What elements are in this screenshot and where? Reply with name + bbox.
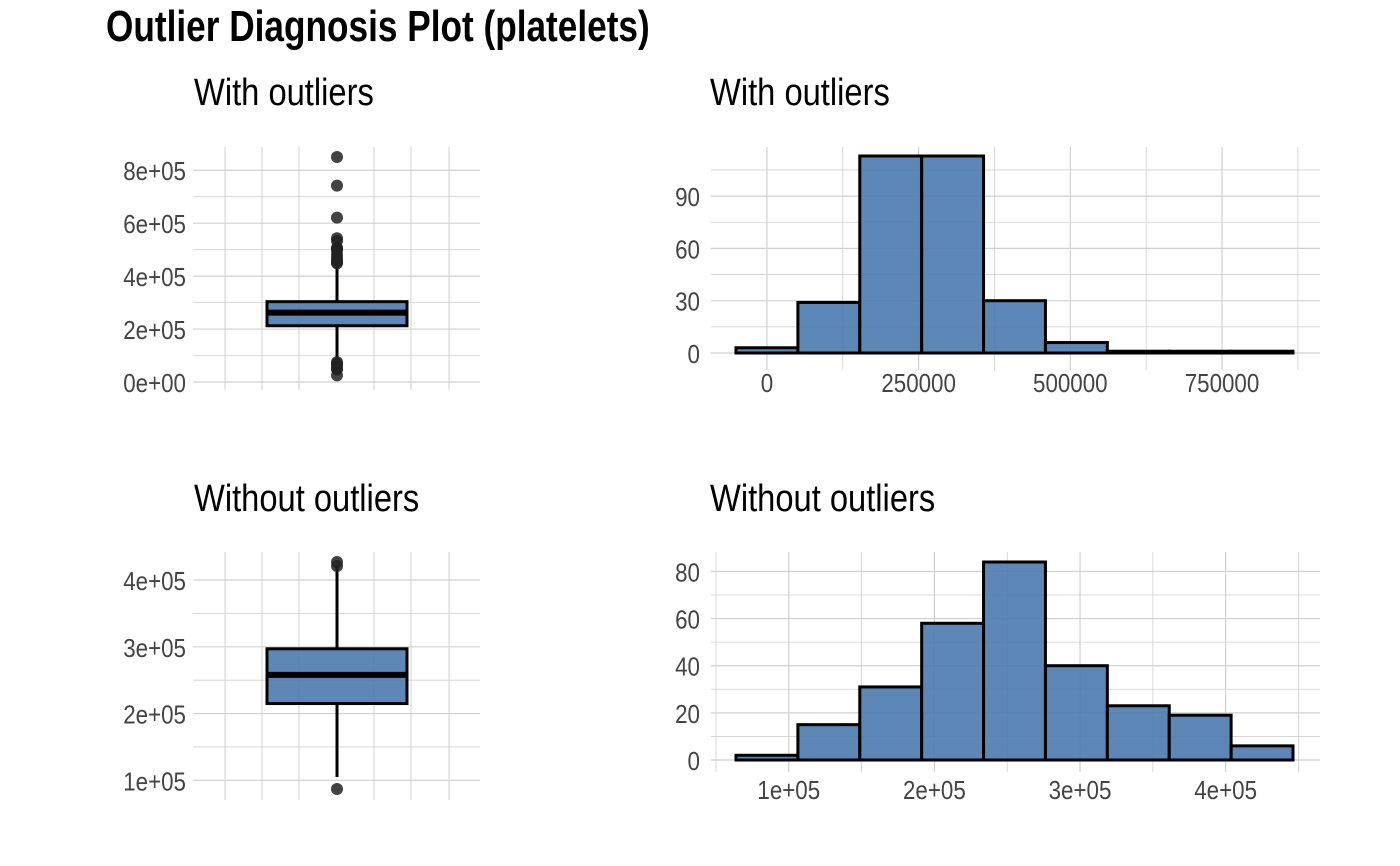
outlier-point: [331, 151, 343, 163]
x-tick-label: 0: [761, 369, 773, 398]
y-tick-label: 4e+05: [123, 568, 186, 597]
histogram-bar: [1167, 713, 1233, 762]
histogram-bar: [734, 753, 800, 762]
y-tick-label: 80: [675, 559, 700, 588]
y-tick-label: 90: [675, 184, 700, 213]
outlier-point: [331, 556, 343, 568]
histogram-bar: [796, 723, 862, 762]
panel-title-hist-with-outliers: With outliers: [710, 72, 890, 114]
histogram-without-outliers: 0 20 40 60 80 1e+05 2e+05 3e+05 4e+05: [675, 552, 1320, 805]
y-tick-label: 0: [688, 340, 700, 369]
histogram-bar: [734, 346, 800, 355]
x-tick-label: 3e+05: [1049, 776, 1112, 805]
y-tick-label: 3e+05: [123, 634, 186, 663]
y-tick-label: 1e+05: [123, 768, 186, 797]
chart-title: Outlier Diagnosis Plot (platelets): [106, 2, 650, 51]
histogram-bar: [858, 154, 924, 355]
histogram-bar: [1043, 664, 1109, 762]
x-tick-label: 500000: [1033, 369, 1108, 398]
histogram-bar: [982, 299, 1047, 355]
y-tick-label: 2e+05: [123, 317, 186, 346]
panel-title-box-without-outliers: Without outliers: [194, 478, 420, 520]
histogram-bar: [1043, 341, 1109, 355]
x-tick-label: 250000: [881, 369, 956, 398]
y-tick-label: 30: [675, 288, 700, 317]
histogram-bar: [920, 154, 986, 355]
panel-title-hist-without-outliers: Without outliers: [710, 478, 936, 520]
outlier-point: [331, 783, 343, 795]
y-tick-label: 4e+05: [123, 264, 186, 293]
y-tick-label: 6e+05: [123, 211, 186, 240]
histogram-bar: [982, 560, 1047, 762]
y-tick-label: 40: [675, 653, 700, 682]
y-tick-label: 60: [675, 606, 700, 635]
y-tick-label: 20: [675, 700, 700, 729]
histogram-bar: [920, 621, 986, 762]
histogram-bar: [1167, 349, 1233, 355]
x-tick-label: 750000: [1185, 369, 1260, 398]
x-tick-label: 4e+05: [1194, 776, 1257, 805]
boxplot-without-outliers: 1e+05 2e+05 3e+05 4e+05: [123, 552, 480, 800]
histogram-bar: [1229, 744, 1295, 762]
y-tick-label: 2e+05: [123, 701, 186, 730]
boxplot-with-outliers: 0e+00 2e+05 4e+05 6e+05 8e+05: [123, 147, 480, 398]
outlier-point: [331, 356, 343, 369]
x-tick-label: 1e+05: [757, 776, 820, 805]
x-tick-label: 2e+05: [903, 776, 966, 805]
panel-title-box-with-outliers: With outliers: [194, 72, 374, 114]
y-tick-label: 0e+00: [123, 369, 186, 398]
y-tick-label: 0: [688, 747, 700, 776]
histogram-with-outliers: 0 30 60 90 0 250000 500000 750000: [675, 147, 1320, 398]
histogram-bar: [796, 300, 862, 355]
histogram-bar: [858, 685, 924, 762]
outlier-point: [331, 232, 343, 245]
outlier-point: [331, 179, 343, 192]
y-tick-label: 60: [675, 236, 700, 265]
histogram-bar: [1105, 704, 1171, 762]
y-tick-label: 8e+05: [123, 158, 186, 187]
histogram-bar: [1105, 349, 1171, 355]
histogram-bar: [1229, 349, 1295, 355]
outlier-point: [331, 211, 343, 224]
